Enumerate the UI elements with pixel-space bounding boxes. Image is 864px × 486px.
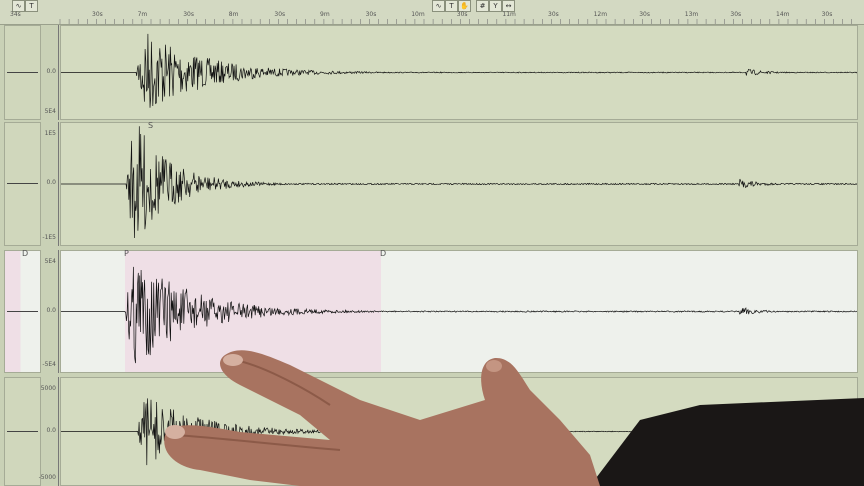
time-tick-label: 30s: [365, 11, 377, 18]
amplitude-axis: 0.0 5E4: [40, 25, 59, 120]
amplitude-axis: 1E5 0.0 -1E5: [40, 122, 59, 246]
waveform-icon[interactable]: ∿: [432, 0, 445, 12]
channel-panel[interactable]: 1E5 0.0 -1E5 S: [0, 121, 864, 246]
time-tick-label: 34s: [10, 11, 21, 18]
channel-overview[interactable]: [4, 377, 41, 486]
time-tick-label: 30s: [730, 11, 742, 18]
channel-overview[interactable]: [4, 250, 41, 373]
time-tick-label: 14m: [776, 11, 790, 18]
seismic-trace: [61, 398, 857, 466]
amplitude-zero: 0.0: [46, 67, 56, 75]
amplitude-top: 5E4: [44, 258, 56, 265]
phase-marker[interactable]: P: [124, 249, 129, 258]
phase-marker[interactable]: D: [380, 249, 387, 258]
channel-overview[interactable]: [4, 122, 41, 246]
time-tick-label: 30s: [274, 11, 286, 18]
channel-panel[interactable]: 5E4 0.0 -5E4 D P D: [0, 249, 864, 373]
seismic-trace: [61, 126, 857, 239]
time-tick-label: 30s: [92, 11, 103, 18]
time-tick-label: 8m: [228, 11, 239, 18]
time-tick-label: 30s: [548, 11, 559, 18]
amplitude-bottom: -5E4: [42, 361, 56, 368]
amplitude-top: 1E5: [44, 130, 56, 137]
time-tick-label: 30s: [639, 11, 650, 18]
amplitude-axis: 5E4 0.0 -5E4: [40, 250, 59, 373]
time-tick-label: 30s: [183, 11, 194, 18]
amplitude-zero: 0.0: [46, 306, 56, 314]
waveform-plot[interactable]: [60, 250, 858, 373]
grid-icon[interactable]: #: [476, 0, 489, 12]
time-ruler: [59, 19, 853, 24]
filter-icon[interactable]: Y: [489, 0, 502, 12]
time-tick-label: 10m: [411, 11, 425, 18]
waveform-plot[interactable]: [60, 377, 858, 486]
pick-icon[interactable]: T: [25, 0, 38, 12]
waveform-trace: [61, 126, 857, 239]
toolbar: ∿ T ∿ T ✋ # Y ↔ 34s 30s 7m 30s 8m 30s 9m 30s 10m…: [0, 0, 864, 25]
channel-panel[interactable]: 0.0 5E4: [0, 25, 864, 120]
waveform-icon[interactable]: ∿: [12, 0, 25, 12]
amplitude-bottom: 5E4: [44, 108, 56, 115]
amplitude-top: 5000: [40, 385, 56, 392]
time-tick-label: 30s: [821, 11, 833, 18]
time-tick-label: 11m: [502, 11, 516, 18]
time-tick-label: 30s: [456, 11, 468, 18]
time-tick-label: 9m: [320, 11, 330, 18]
channel-overview[interactable]: [4, 25, 41, 120]
channel-panel[interactable]: 5000 0.0 -5000: [0, 377, 864, 486]
seismic-trace: [61, 33, 857, 108]
waveform-plot[interactable]: [60, 25, 858, 120]
time-tick-label: 12m: [593, 11, 608, 18]
phase-marker[interactable]: D: [22, 249, 29, 258]
waveform-trace: [61, 266, 857, 364]
waveform-trace: [61, 398, 857, 466]
waveform-plot[interactable]: [60, 122, 858, 246]
zoom-icon[interactable]: ↔: [502, 0, 515, 12]
amplitude-axis: 5000 0.0 -5000: [38, 377, 59, 486]
amplitude-bottom: -1E5: [42, 234, 56, 241]
pick-icon[interactable]: T: [445, 0, 458, 12]
phase-marker[interactable]: S: [148, 121, 154, 130]
time-tick-label: 13m: [684, 11, 699, 18]
amplitude-zero: 0.0: [46, 179, 56, 186]
amplitude-zero: 0.0: [46, 426, 56, 434]
seismic-trace: [61, 266, 857, 364]
amplitude-bottom: -5000: [38, 474, 56, 481]
waveform-trace: [61, 33, 857, 108]
time-tick-label: 7m: [137, 11, 148, 18]
hand-icon[interactable]: ✋: [458, 0, 471, 12]
